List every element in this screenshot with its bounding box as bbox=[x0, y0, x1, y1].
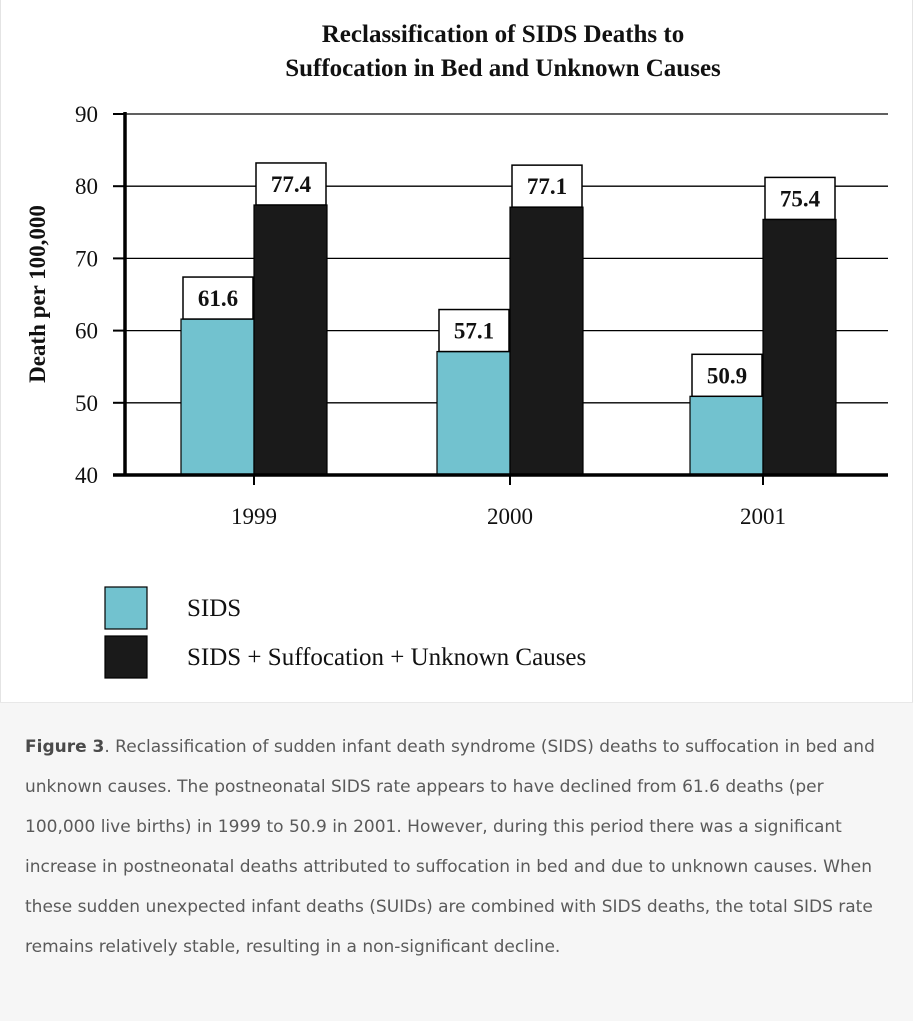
bar-sids bbox=[689, 395, 764, 476]
y-tick-label: 90 bbox=[75, 102, 98, 127]
y-tick-label: 40 bbox=[75, 463, 98, 488]
legend-label: SIDS + Suffocation + Unknown Causes bbox=[187, 644, 586, 671]
figure-caption: Figure 3. Reclassification of sudden inf… bbox=[25, 727, 885, 967]
data-label: 77.4 bbox=[271, 172, 312, 197]
data-label: 77.1 bbox=[527, 174, 567, 199]
caption-body: . Reclassification of sudden infant deat… bbox=[25, 737, 875, 957]
y-tick-label: 50 bbox=[75, 391, 98, 416]
y-tick-label: 80 bbox=[75, 174, 98, 199]
y-tick-label: 60 bbox=[75, 319, 98, 344]
y-axis-label: Death per 100,000 bbox=[25, 205, 50, 383]
legend-swatch-combined bbox=[104, 635, 148, 679]
data-label: 57.1 bbox=[454, 319, 494, 344]
data-label: 75.4 bbox=[780, 186, 821, 211]
legend-swatch-sids bbox=[104, 586, 148, 630]
caption-label: Figure 3 bbox=[25, 737, 105, 757]
data-label: 50.9 bbox=[707, 363, 747, 388]
data-label-box bbox=[691, 353, 763, 398]
bar-sids bbox=[180, 318, 255, 476]
data-label-box bbox=[764, 176, 836, 221]
bar-sids-combined bbox=[509, 206, 584, 476]
legend-label: SIDS bbox=[187, 595, 241, 622]
bar-sids-combined bbox=[762, 218, 837, 476]
data-label-box bbox=[182, 276, 254, 320]
data-label: 61.6 bbox=[198, 286, 238, 311]
x-tick-label: 1999 bbox=[231, 504, 277, 529]
data-label-box bbox=[255, 162, 327, 206]
x-tick-label: 2001 bbox=[740, 504, 786, 529]
bar-chart: Reclassification of SIDS Deaths to Suffoc… bbox=[25, 21, 888, 679]
y-tick-label: 70 bbox=[75, 246, 98, 271]
data-label-box bbox=[511, 164, 583, 208]
bar-sids bbox=[436, 350, 511, 476]
figure-panel: Reclassification of SIDS Deaths to Suffoc… bbox=[0, 0, 913, 703]
bar-sids-combined bbox=[253, 204, 328, 476]
data-label-box bbox=[438, 308, 510, 353]
x-tick-label: 2000 bbox=[487, 504, 533, 529]
chart-title-line: Reclassification of SIDS Deaths to bbox=[322, 21, 685, 48]
chart-title-line: Suffocation in Bed and Unknown Causes bbox=[285, 55, 721, 82]
caption-panel: Figure 3. Reclassification of sudden inf… bbox=[0, 702, 913, 1021]
